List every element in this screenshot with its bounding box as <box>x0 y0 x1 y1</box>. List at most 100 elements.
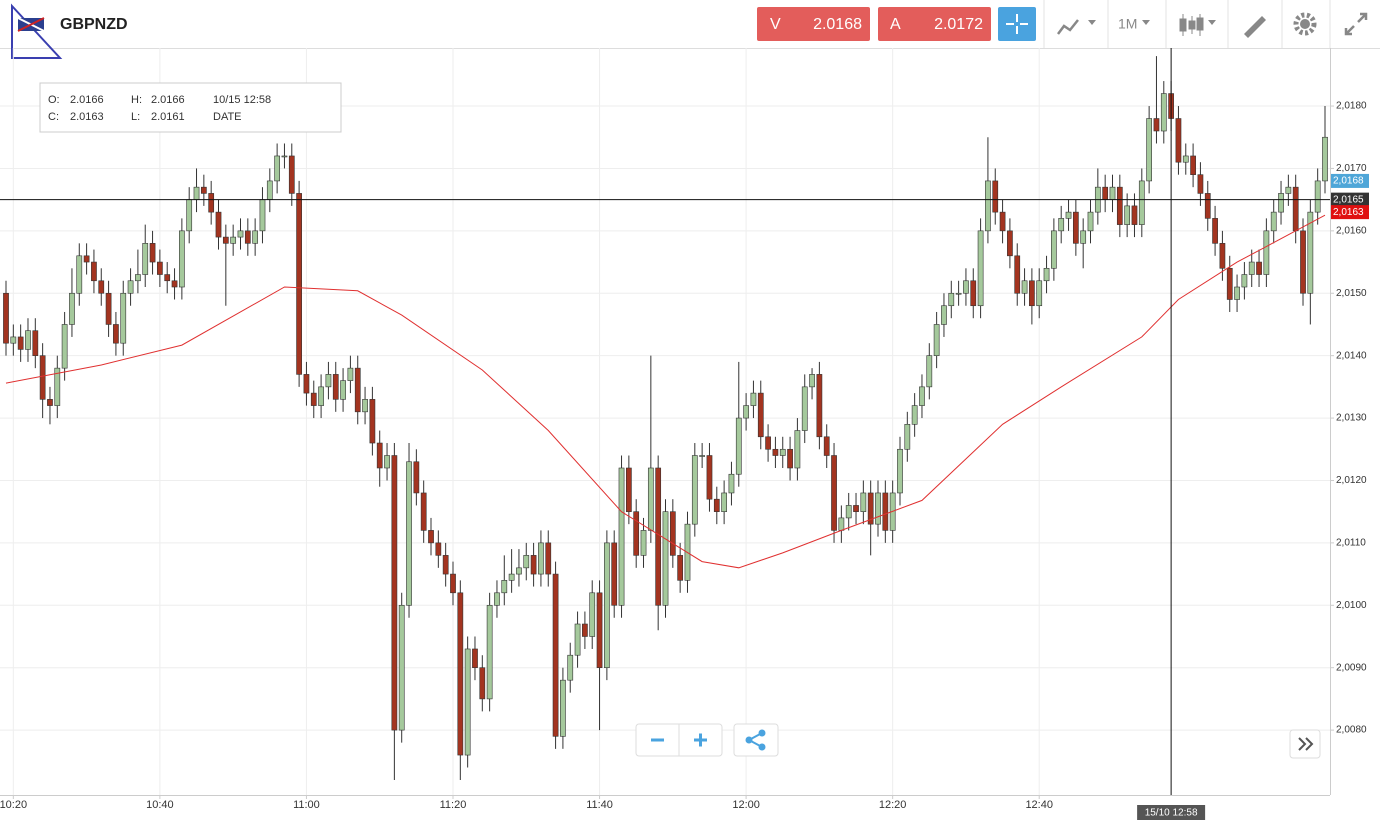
candle-body <box>750 392 757 406</box>
candle-body <box>743 405 749 419</box>
candle-body <box>1241 274 1248 288</box>
candle-body <box>1307 211 1314 294</box>
candle-body <box>977 230 984 307</box>
timeframe[interactable]: 1M <box>1118 16 1137 32</box>
candle-body <box>721 492 727 512</box>
candle-body <box>347 367 354 381</box>
ohlc-text: L: <box>131 111 140 123</box>
candle-body <box>501 580 508 594</box>
sell-letter[interactable]: V <box>770 16 781 33</box>
candle-body <box>1109 186 1116 200</box>
candle-body <box>1087 211 1094 232</box>
crosshair-button[interactable] <box>998 7 1036 41</box>
y-tick-label: 2,0140 <box>1336 350 1367 361</box>
candle-body <box>772 448 779 456</box>
candle-body <box>516 567 522 575</box>
candle-body <box>985 180 991 232</box>
buy-button[interactable] <box>878 7 991 41</box>
ohlc-text: C: <box>48 111 59 123</box>
candle-body <box>897 448 903 494</box>
candle-body <box>523 555 530 569</box>
candle-body <box>369 399 376 444</box>
candle-body <box>992 180 999 213</box>
candle-body <box>567 654 574 681</box>
candle-body <box>1285 186 1292 194</box>
candle-body <box>442 555 449 575</box>
candle-body <box>193 186 200 200</box>
candle-body <box>472 648 478 668</box>
candle-body <box>17 336 24 350</box>
candle-body <box>1263 230 1270 275</box>
candle-body <box>208 193 215 213</box>
crosshair-icon <box>1006 14 1028 34</box>
x-tick-label: 10:40 <box>146 799 174 811</box>
candle-body <box>838 517 845 531</box>
candle-body <box>596 592 603 668</box>
separators <box>1043 0 1331 48</box>
candle-body <box>1131 205 1138 225</box>
candle-body <box>1007 230 1013 257</box>
caret <box>1088 20 1096 25</box>
candle-body <box>1278 193 1284 213</box>
x-tick-label: 11:20 <box>440 799 467 811</box>
candle-body <box>54 367 61 406</box>
candle-body <box>640 530 647 556</box>
symbol: GBPNZD <box>60 16 128 33</box>
candle-body <box>435 542 442 556</box>
y-tick-label: 2,0160 <box>1336 225 1367 236</box>
x-tick-label: 12:40 <box>1025 799 1053 811</box>
candle-body <box>259 199 266 232</box>
candle-body <box>1248 261 1255 275</box>
share-button[interactable] <box>733 723 779 757</box>
candle-body <box>164 274 171 282</box>
candle-body <box>113 324 119 344</box>
chart-type-icon[interactable] <box>1179 14 1204 36</box>
candle-body <box>706 455 713 500</box>
candle-body <box>999 211 1006 232</box>
buy-letter[interactable]: A <box>890 16 901 33</box>
candle-body <box>179 230 185 288</box>
buy-price[interactable]: 2.0172 <box>934 16 983 33</box>
candle-body <box>545 542 552 575</box>
y-tick-label: 2,0080 <box>1336 725 1367 736</box>
settings-icon <box>1300 19 1310 29</box>
candle-body <box>413 461 420 494</box>
candle-body <box>105 292 112 325</box>
y-tick-label: 2,0090 <box>1336 662 1367 673</box>
candle-body <box>801 386 808 431</box>
x-tick-label: 12:20 <box>879 799 907 811</box>
price-marker-label: 2,0165 <box>1333 194 1364 205</box>
settings-icon[interactable] <box>1293 12 1317 36</box>
candle-body <box>530 555 537 575</box>
draw-icon[interactable] <box>1244 16 1266 38</box>
candle-body <box>875 492 881 525</box>
indicator-icon[interactable] <box>1057 19 1079 35</box>
candle-body <box>10 336 17 344</box>
ohlc-text: 2.0166 <box>70 94 104 106</box>
sell-button[interactable] <box>757 7 870 41</box>
zoom-in[interactable] <box>694 733 707 747</box>
candle-body <box>853 505 859 512</box>
caret <box>1208 20 1216 25</box>
candle-body <box>1124 205 1131 225</box>
candle-body <box>39 355 46 400</box>
candle-body <box>274 155 280 182</box>
candle-body <box>376 442 383 469</box>
collapse-icon[interactable] <box>1344 12 1368 36</box>
candle-body <box>1058 218 1065 232</box>
y-tick-label: 2,0100 <box>1336 600 1367 611</box>
candle-body <box>1292 186 1299 232</box>
sell-price[interactable]: 2.0168 <box>813 16 862 33</box>
candle-body <box>911 405 918 425</box>
candle-body <box>1212 218 1218 244</box>
candle-body <box>230 236 237 244</box>
candle-body <box>538 542 544 575</box>
candle-body <box>215 211 222 238</box>
ohlc-text: 10/15 12:58 <box>213 94 271 106</box>
candle-body <box>83 255 90 263</box>
candle-body <box>171 280 178 288</box>
crosshair-label-bg <box>1137 805 1206 820</box>
candle-body <box>420 492 427 531</box>
ohlc-box <box>39 82 342 133</box>
